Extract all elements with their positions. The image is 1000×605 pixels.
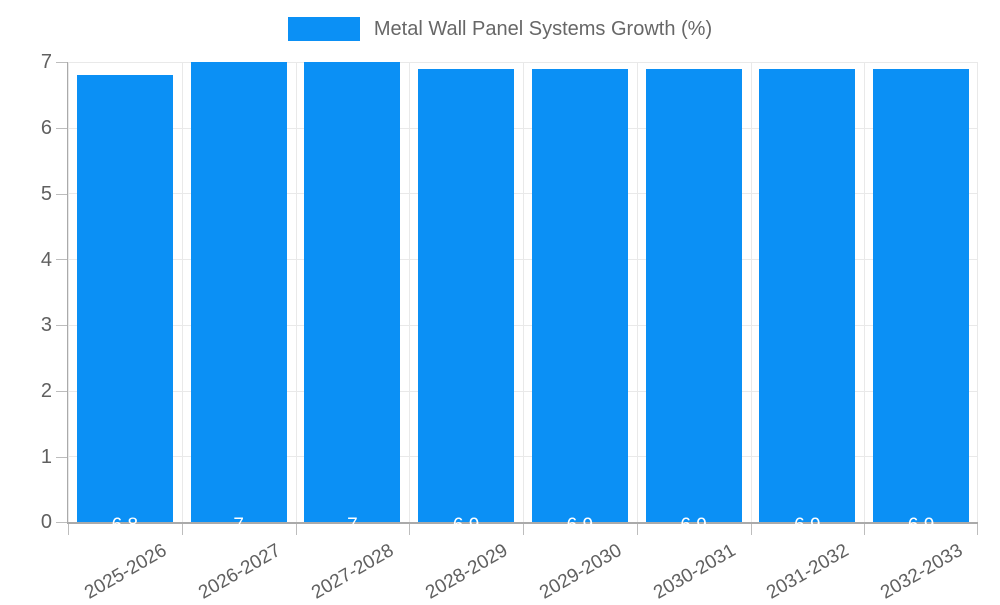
vgridline-5 [637, 62, 638, 522]
x-tick-label: 2026-2027 [194, 540, 284, 604]
vgridline-2 [296, 62, 297, 522]
x-tick-mark-7 [864, 524, 865, 535]
legend-color-swatch-icon [287, 17, 360, 41]
y-tick-label-0: 0 [40, 511, 52, 533]
x-tick-label: 2027-2028 [308, 540, 398, 604]
x-tick-label: 2031-2032 [763, 540, 853, 604]
bar[interactable]: 6.9 [531, 68, 628, 535]
bar-value-label: 6.9 [452, 515, 480, 536]
y-tick-mark-7 [56, 62, 67, 63]
x-tick-label: 2032-2033 [877, 540, 967, 604]
y-tick-mark-1 [56, 457, 67, 458]
y-tick-mark-5 [56, 194, 67, 195]
y-tick-label-5: 5 [40, 183, 52, 205]
vgridline-7 [864, 62, 865, 522]
y-tick-label-7: 7 [40, 51, 52, 73]
y-tick-mark-0 [56, 522, 67, 523]
bar-value-label: 6.9 [566, 515, 594, 536]
x-tick-mark-4 [523, 524, 524, 535]
bar[interactable]: 6.9 [873, 68, 970, 535]
bars-layer: 6.8 7 7 6.9 6.9 6.9 6.9 6.9 [68, 62, 978, 535]
y-axis-tick-labels: 7 6 5 4 3 2 1 0 [0, 0, 52, 600]
y-tick-label-2: 2 [40, 380, 52, 402]
vgridline-1 [182, 62, 183, 522]
bar-value-label: 6.9 [907, 515, 935, 536]
x-tick-mark-2 [296, 524, 297, 535]
vertical-gridlines [68, 62, 978, 522]
bar[interactable]: 7 [304, 62, 401, 535]
x-tick-label: 2028-2029 [422, 540, 512, 604]
y-tick-label-1: 1 [40, 446, 52, 468]
legend-item-label: Metal Wall Panel Systems Growth (%) [373, 18, 713, 40]
x-tick-mark-3 [409, 524, 410, 535]
x-tick-mark-6 [751, 524, 752, 535]
bar[interactable]: 6.9 [645, 68, 742, 535]
y-tick-label-6: 6 [40, 117, 52, 139]
y-tick-mark-4 [56, 259, 67, 260]
bar-value-label: 6.9 [794, 515, 821, 536]
x-tick-mark-8 [977, 524, 978, 535]
bar[interactable]: 7 [190, 62, 287, 535]
bar-value-label: 7 [233, 515, 244, 536]
bar-value-label: 6.9 [680, 515, 707, 536]
bar[interactable]: 6.8 [76, 75, 173, 535]
legend-item-metal-wall-panel-systems-growth[interactable]: Metal Wall Panel Systems Growth (%) [287, 17, 713, 41]
x-tick-mark-5 [637, 524, 638, 535]
x-tick-mark-1 [182, 524, 183, 535]
bar-value-label: 7 [347, 515, 358, 536]
x-axis-line [67, 522, 978, 524]
x-tick-label: 2030-2031 [649, 540, 739, 604]
x-tick-mark-0 [68, 524, 69, 535]
x-tick-label: 2029-2030 [536, 540, 626, 604]
vgridline-0 [68, 62, 69, 522]
bar[interactable]: 6.9 [759, 68, 856, 535]
plot-area: 6.8 7 7 6.9 6.9 6.9 6.9 6.9 [68, 62, 978, 535]
vgridline-8 [977, 62, 978, 522]
y-tick-mark-2 [56, 391, 67, 392]
vgridline-6 [751, 62, 752, 522]
vgridline-4 [523, 62, 524, 522]
y-tick-mark-3 [56, 325, 67, 326]
y-tick-mark-6 [56, 128, 67, 129]
y-tick-label-4: 4 [40, 249, 52, 271]
y-tick-label-3: 3 [40, 314, 52, 336]
x-tick-label: 2025-2026 [81, 540, 171, 604]
bar-value-label: 6.8 [111, 515, 139, 536]
chart-legend: Metal Wall Panel Systems Growth (%) [0, 12, 1000, 46]
vgridline-3 [409, 62, 410, 522]
bar[interactable]: 6.9 [418, 68, 515, 535]
